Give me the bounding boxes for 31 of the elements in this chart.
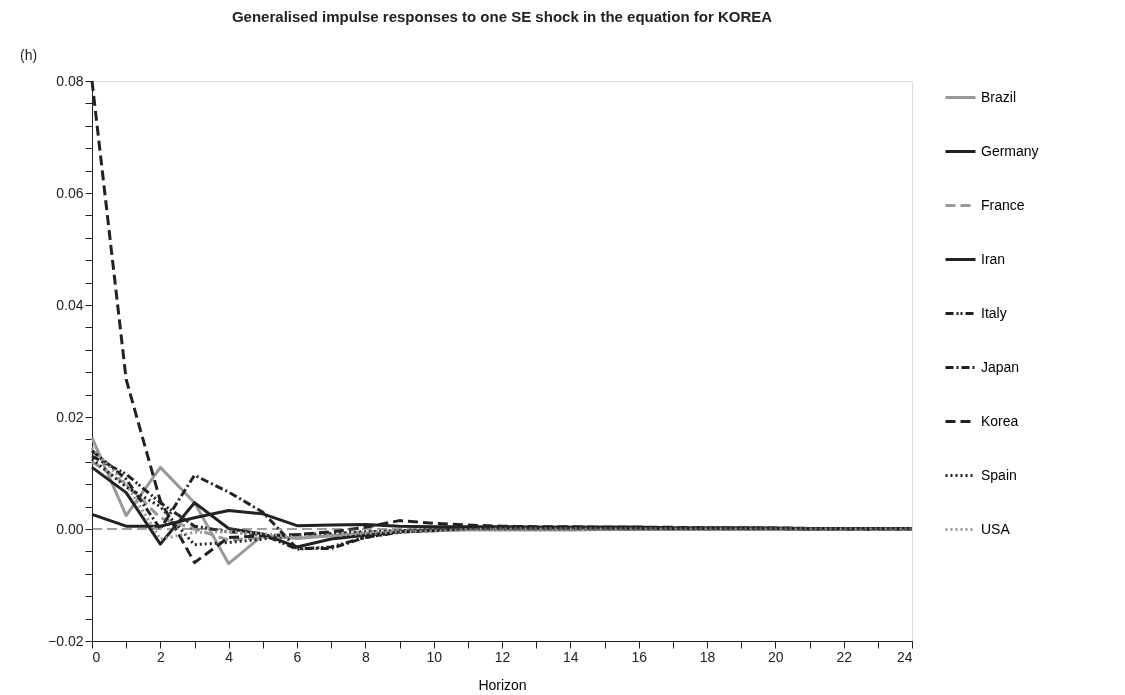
legend-label: Japan — [981, 358, 1020, 375]
y-tick-label: 0.00 — [56, 520, 84, 537]
x-tick-label: 24 — [896, 648, 913, 665]
x-tick-label: 22 — [836, 648, 853, 665]
x-tick-label: 10 — [426, 648, 443, 665]
legend-label: Spain — [981, 466, 1017, 483]
y-tick-label: 0.08 — [56, 72, 84, 89]
x-tick-label: 14 — [563, 648, 579, 665]
x-tick-label: 18 — [699, 648, 716, 665]
x-tick-label: 8 — [361, 648, 370, 665]
x-tick-label: 0 — [92, 648, 101, 665]
text: (h) — [20, 47, 38, 63]
legend-label: Korea — [981, 412, 1019, 429]
y-tick-label: −0.02 — [48, 632, 84, 649]
legend-label: Italy — [981, 304, 1007, 321]
legend-label: Iran — [981, 250, 1006, 267]
x-axis-title: Horizon — [478, 676, 527, 693]
legend-label: USA — [981, 520, 1011, 537]
legend-label: France — [981, 196, 1025, 213]
y-tick-label: 0.06 — [56, 184, 84, 201]
x-tick-label: 4 — [225, 648, 234, 665]
x-tick-label: 6 — [293, 648, 302, 665]
chart-title: Generalised impulse responses to one SE shock in the equation for KOREA — [231, 8, 773, 25]
y-tick-label: 0.04 — [56, 296, 84, 313]
x-tick-label: 2 — [156, 648, 165, 665]
x-tick-label: 20 — [768, 648, 784, 665]
x-tick-label: 16 — [631, 648, 648, 665]
y-tick-label: 0.02 — [56, 408, 84, 425]
x-tick-label: 12 — [494, 648, 511, 665]
legend-label: Brazil — [981, 88, 1017, 105]
legend-label: Germany — [981, 142, 1039, 159]
